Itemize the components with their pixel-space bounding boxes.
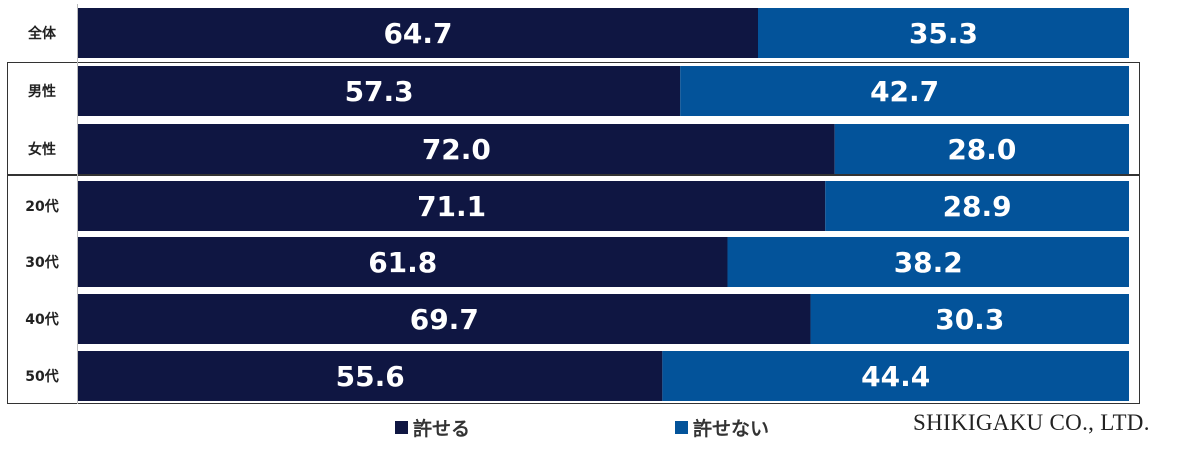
value-label: 55.6 [336, 360, 405, 393]
bar-segment-not-allow [680, 66, 1129, 116]
bar-segment-not-allow [662, 351, 1129, 401]
bar-segment-allow [78, 294, 811, 344]
category-label: 50代 [25, 368, 58, 385]
value-label: 44.4 [861, 360, 930, 393]
value-label: 30.3 [935, 303, 1004, 336]
bar-segment-allow [78, 66, 681, 116]
value-label: 28.9 [943, 190, 1012, 223]
category-label: 40代 [25, 311, 58, 328]
category-label: 男性 [28, 83, 56, 100]
category-label: 女性 [28, 141, 56, 158]
bar-segment-not-allow [727, 237, 1129, 287]
legend-swatch-allow [395, 420, 408, 434]
legend-label-allow: 許せる [413, 417, 471, 440]
bar-segment-allow [78, 181, 826, 231]
value-label: 61.8 [368, 246, 437, 279]
value-label: 35.3 [909, 17, 978, 50]
bar-segment-allow [78, 8, 758, 58]
frame-age-group [7, 175, 1140, 404]
labels-group: 全体 64.7 35.3 男性 57.3 42.7 女性 72.0 28.0 20代 71.1 28.… [25, 17, 1016, 393]
legend-item-not-allow: 許せない [675, 412, 769, 442]
category-label: 30代 [25, 254, 58, 271]
value-label: 38.2 [894, 246, 963, 279]
frame-gender-group [7, 62, 1140, 175]
bar-segment-allow [78, 351, 663, 401]
bar-segment-allow [78, 237, 728, 287]
category-label: 全体 [27, 25, 57, 42]
value-label: 42.7 [870, 75, 939, 108]
value-label: 71.1 [417, 190, 486, 223]
bars-group [78, 8, 1129, 401]
legend-item-allow: 許せる [395, 412, 470, 442]
value-label: 28.0 [947, 133, 1016, 166]
group-frames [7, 4, 1140, 404]
value-label: 57.3 [345, 75, 414, 108]
value-label: 64.7 [383, 17, 452, 50]
legend-swatch-not-allow [675, 420, 688, 434]
value-label: 69.7 [410, 303, 479, 336]
legend-label-not-allow: 許せない [693, 417, 770, 440]
bar-segment-allow [78, 124, 835, 174]
company-credit: SHIKIGAKU CO., LTD. [913, 410, 1150, 435]
bar-segment-not-allow [834, 124, 1129, 174]
bar-segment-not-allow [757, 8, 1129, 58]
bar-segment-not-allow [825, 181, 1129, 231]
bar-segment-not-allow [810, 294, 1129, 344]
category-label: 20代 [25, 198, 58, 215]
value-label: 72.0 [422, 133, 491, 166]
